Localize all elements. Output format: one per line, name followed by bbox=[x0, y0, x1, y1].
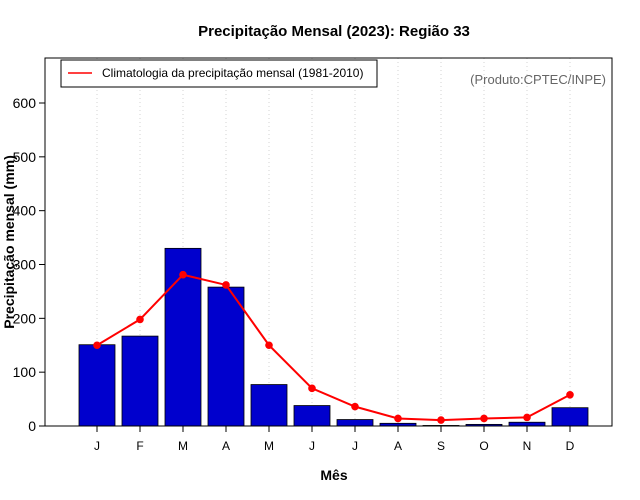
bar-0 bbox=[78, 344, 116, 427]
y-tick-label: 600 bbox=[13, 95, 37, 111]
legend-box bbox=[60, 59, 378, 88]
climatology-point-11 bbox=[566, 390, 574, 399]
climatology-point-3 bbox=[222, 281, 230, 289]
x-tick-label: J bbox=[309, 439, 315, 453]
legend: Climatologia da precipitação mensal (198… bbox=[60, 59, 378, 88]
y-tick-label: 0 bbox=[28, 418, 36, 434]
x-tick-label: J bbox=[352, 439, 358, 453]
climatology-point-0 bbox=[93, 341, 101, 350]
bar-6 bbox=[336, 419, 374, 427]
bar-1 bbox=[121, 335, 159, 427]
y-tick-label: 300 bbox=[13, 257, 37, 273]
plot-frame bbox=[44, 57, 613, 427]
bar-5 bbox=[293, 405, 331, 427]
bar-4 bbox=[250, 384, 288, 427]
x-tick-label: M bbox=[178, 439, 188, 453]
bar-3 bbox=[207, 286, 245, 427]
grid-lines bbox=[96, 58, 571, 426]
y-axis: 0 100 200 300 400 500 600 bbox=[13, 95, 45, 434]
x-tick-label: A bbox=[222, 439, 230, 453]
x-tick-label: D bbox=[566, 439, 575, 453]
climatology-point-9 bbox=[480, 414, 488, 423]
climatology-point-10 bbox=[523, 413, 531, 422]
climatology-series bbox=[93, 270, 574, 424]
x-tick-label: F bbox=[136, 439, 143, 453]
y-tick-label: 200 bbox=[13, 310, 37, 326]
climatology-point-4 bbox=[265, 341, 273, 350]
x-tick-label: O bbox=[479, 439, 488, 453]
x-tick-label: N bbox=[523, 439, 532, 453]
climatology-point-7 bbox=[394, 414, 402, 423]
y-axis-title: Precipitação mensal (mm) bbox=[1, 155, 17, 329]
credit-text: (Produto:CPTEC/INPE) bbox=[470, 72, 606, 87]
y-tick-label: 400 bbox=[13, 203, 37, 219]
bar-10 bbox=[508, 421, 546, 427]
x-tick-label: M bbox=[264, 439, 274, 453]
climatology-point-1 bbox=[136, 315, 144, 324]
x-axis-title: Mês bbox=[320, 467, 347, 483]
climatology-line bbox=[96, 273, 571, 422]
y-tick-label: 100 bbox=[13, 364, 37, 380]
x-tick-label: S bbox=[437, 439, 445, 453]
x-tick-label: J bbox=[94, 439, 100, 453]
climatology-point-6 bbox=[351, 402, 359, 411]
climatology-point-8 bbox=[437, 416, 445, 424]
climatology-point-5 bbox=[308, 384, 316, 393]
chart-title: Precipitação Mensal (2023): Região 33 bbox=[198, 23, 470, 40]
legend-label: Climatologia da precipitação mensal (198… bbox=[102, 66, 363, 80]
climatology-point-2 bbox=[179, 270, 187, 279]
bar-series bbox=[78, 247, 589, 427]
bar-11 bbox=[551, 407, 589, 427]
y-tick-label: 500 bbox=[13, 149, 37, 165]
x-tick-label: A bbox=[394, 439, 402, 453]
